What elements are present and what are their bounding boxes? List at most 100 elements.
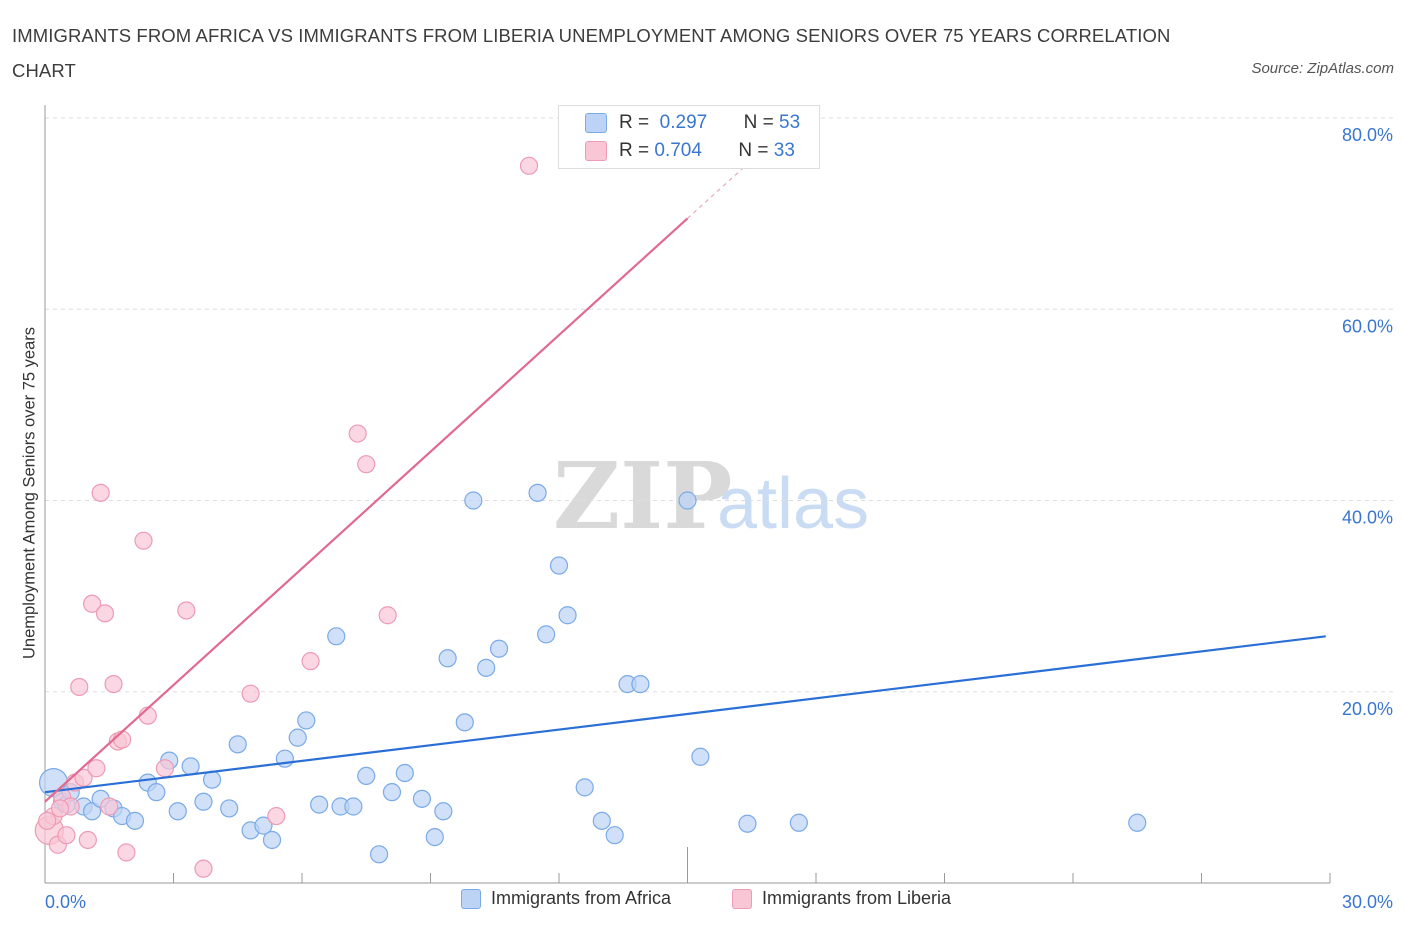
grid-lines	[45, 117, 1395, 693]
data-point-africa	[631, 674, 650, 694]
data-point-africa	[147, 783, 166, 802]
watermark-zip: ZIP	[553, 442, 732, 550]
data-point-liberia	[519, 156, 539, 175]
data-point-africa	[575, 778, 594, 797]
legend-item-liberia[interactable]: Immigrants from Liberia	[732, 888, 951, 909]
data-point-liberia	[194, 859, 213, 878]
data-point-africa	[310, 795, 329, 814]
data-point-africa	[455, 713, 474, 732]
data-point-africa	[288, 728, 307, 747]
trend-lines	[44, 155, 1326, 803]
legend-row-liberia: R = 0.704 N = 33	[585, 140, 795, 162]
data-point-africa	[558, 606, 577, 625]
data-point-africa	[297, 711, 316, 730]
data-point-liberia	[134, 531, 153, 550]
data-point-africa	[382, 783, 402, 802]
data-point-africa	[181, 757, 200, 776]
trend-line-africa	[44, 635, 1326, 794]
data-point-africa	[344, 797, 363, 816]
legend-r-label: R =	[619, 140, 655, 161]
y-tick-label: 80.0%	[1342, 125, 1393, 145]
data-point-africa	[691, 747, 710, 766]
data-point-africa	[357, 766, 376, 786]
data-point-africa	[220, 799, 239, 818]
data-point-liberia	[117, 843, 136, 862]
data-point-africa	[1128, 813, 1147, 832]
data-point-africa	[83, 802, 102, 821]
data-point-liberia	[104, 674, 123, 694]
legend-label-liberia: Immigrants from Liberia	[762, 888, 952, 908]
data-point-africa	[678, 491, 697, 510]
y-tick-label: 60.0%	[1342, 316, 1393, 336]
data-point-liberia	[378, 606, 397, 625]
legend-swatch-liberia	[585, 141, 607, 161]
data-point-africa	[789, 813, 808, 832]
x-tick-label-max: 30.0%	[1342, 892, 1393, 912]
data-point-liberia	[155, 759, 175, 778]
data-point-africa	[202, 770, 222, 789]
data-point-africa	[489, 639, 509, 658]
legend-row-africa: R = 0.297 N = 53	[585, 112, 800, 134]
x-tick-label-min: 0.0%	[45, 892, 86, 912]
data-point-africa	[327, 627, 346, 646]
legend-swatch-africa	[461, 888, 481, 909]
y-tick-label: 40.0%	[1342, 508, 1393, 528]
legend-r-label: R =	[619, 112, 660, 133]
legend-swatch-africa	[585, 113, 607, 133]
legend-item-africa[interactable]: Immigrants from Africa	[461, 888, 671, 909]
watermark-atlas: atlas	[717, 464, 869, 544]
data-point-liberia	[91, 483, 110, 502]
legend-n-value-africa: 53	[779, 112, 801, 133]
series-legend: Immigrants from Africa Immigrants from L…	[0, 888, 1406, 918]
data-point-liberia	[267, 806, 286, 826]
data-point-liberia	[348, 424, 367, 443]
trend-line-liberia	[44, 217, 689, 803]
legend-swatch-liberia	[732, 888, 752, 909]
data-point-liberia	[78, 830, 97, 850]
legend-n-value-liberia: 33	[773, 140, 795, 161]
data-point-liberia	[87, 759, 106, 778]
data-point-africa	[477, 658, 496, 677]
data-point-africa	[228, 735, 247, 754]
correlation-legend: R = 0.297 N = 53 R = 0.704 N = 33	[558, 105, 820, 169]
data-point-liberia	[241, 684, 260, 703]
data-point-liberia	[177, 601, 196, 620]
data-point-africa	[434, 802, 453, 821]
data-point-liberia	[301, 652, 320, 671]
data-point-africa	[262, 830, 282, 850]
data-point-africa	[738, 814, 757, 833]
data-point-liberia	[357, 455, 376, 474]
legend-label-africa: Immigrants from Africa	[491, 888, 672, 908]
data-point-liberia	[83, 594, 102, 613]
data-point-liberia	[74, 768, 93, 787]
legend-n-label: N =	[743, 112, 780, 133]
data-point-liberia	[100, 797, 119, 816]
legend-r-value-africa: 0.297	[659, 112, 708, 133]
tick-labels: 20.0% 40.0% 60.0% 80.0% 0.0% 30.0%	[45, 125, 1393, 912]
data-point-africa	[464, 491, 483, 510]
data-point-africa	[592, 811, 611, 830]
data-point-africa	[370, 845, 389, 864]
data-point-liberia	[57, 826, 76, 845]
data-point-africa	[125, 811, 145, 830]
data-point-africa	[168, 802, 187, 821]
data-point-liberia	[70, 677, 89, 697]
data-point-africa	[194, 792, 213, 811]
legend-r-value-liberia: 0.704	[654, 140, 702, 161]
legend-n-label: N =	[738, 140, 774, 161]
y-tick-label: 20.0%	[1342, 699, 1393, 719]
data-point-africa	[537, 625, 556, 644]
data-point-africa	[412, 789, 432, 808]
data-point-africa	[438, 649, 457, 668]
data-point-africa	[549, 556, 569, 575]
data-point-africa	[605, 826, 624, 845]
data-point-liberia	[38, 811, 57, 830]
data-point-africa	[254, 816, 273, 835]
chart-title: IMMIGRANTS FROM AFRICA VS IMMIGRANTS FRO…	[12, 25, 1171, 81]
source-label: Source: ZipAtlas.com	[1251, 60, 1394, 77]
data-point-liberia	[112, 730, 132, 749]
data-point-africa	[528, 483, 547, 502]
data-point-liberia	[95, 604, 115, 623]
